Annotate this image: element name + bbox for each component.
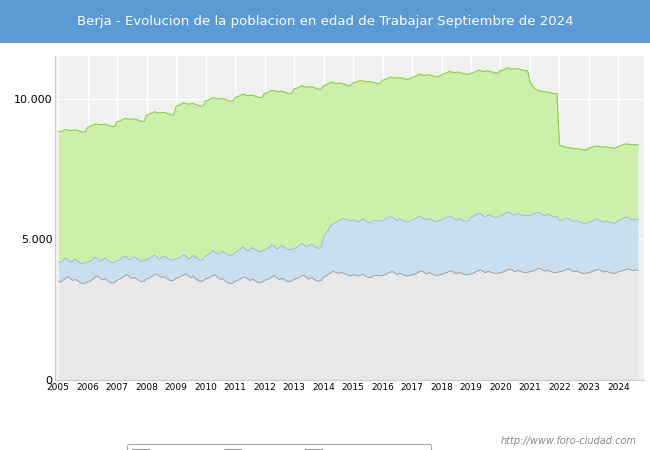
- Text: Berja - Evolucion de la poblacion en edad de Trabajar Septiembre de 2024: Berja - Evolucion de la poblacion en eda…: [77, 15, 573, 28]
- Legend: Ocupados, Parados, Hab. entre 16-64: Ocupados, Parados, Hab. entre 16-64: [127, 444, 431, 450]
- Text: http://www.foro-ciudad.com: http://www.foro-ciudad.com: [501, 436, 637, 446]
